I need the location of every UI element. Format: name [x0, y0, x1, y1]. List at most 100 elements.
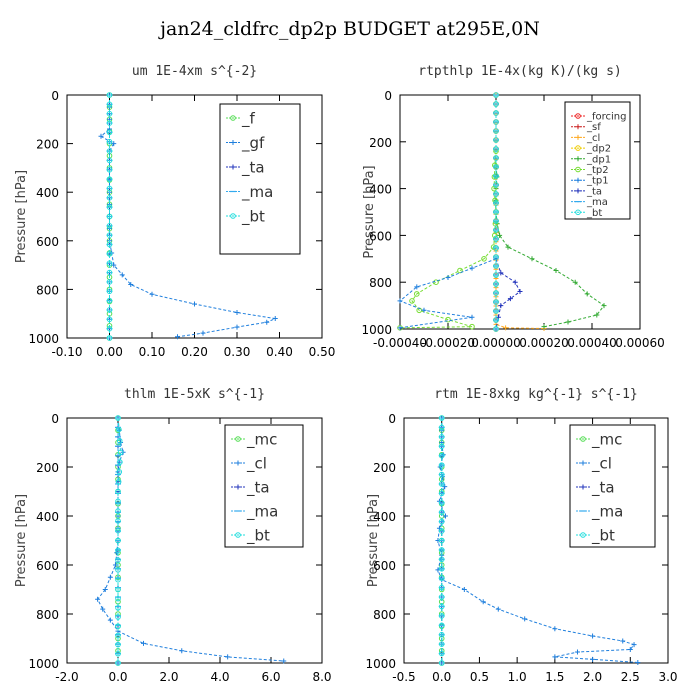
- data-point: [507, 296, 513, 302]
- data-point: [106, 223, 113, 229]
- y-tick-label: 1000: [28, 657, 59, 671]
- data-point: [481, 256, 487, 262]
- data-point: [230, 164, 236, 170]
- series-cl: [493, 92, 547, 332]
- legend-item: _ta: [226, 158, 265, 177]
- data-point: [503, 325, 509, 331]
- data-point: [505, 244, 511, 250]
- data-point: [580, 460, 586, 466]
- x-tick-label: -2.0: [55, 670, 78, 684]
- data-point: [106, 148, 113, 154]
- data-point: [112, 562, 118, 568]
- series-bt: [493, 92, 499, 332]
- x-tick-label: 2.0: [583, 670, 602, 684]
- y-tick-label: 1000: [365, 657, 396, 671]
- legend-item: _mc: [231, 430, 277, 449]
- legend-item: _bt: [226, 207, 265, 226]
- data-point: [493, 92, 499, 98]
- data-point: [493, 164, 499, 170]
- data-point: [117, 459, 123, 465]
- x-tick-label: 8.0: [312, 670, 331, 684]
- y-tick-label: 1000: [28, 332, 59, 346]
- x-tick-label: 0.20: [181, 345, 208, 359]
- series-bt: [438, 415, 445, 666]
- legend-item: _tp2: [571, 165, 609, 176]
- data-point: [575, 188, 581, 194]
- data-point: [575, 124, 581, 130]
- data-point: [438, 603, 445, 610]
- x-tick-label: 4.0: [210, 670, 229, 684]
- x-tick-label: -0.5: [392, 670, 415, 684]
- legend-label: _bt: [586, 208, 602, 219]
- x-tick-label: 1.5: [545, 670, 564, 684]
- data-point: [98, 133, 104, 139]
- data-point: [594, 312, 600, 318]
- data-point: [115, 518, 121, 524]
- legend: _mc _cl _ta _ma _bt: [224, 424, 304, 548]
- data-point: [498, 270, 504, 276]
- x-tick-label: 0.0: [108, 670, 127, 684]
- data-point: [442, 513, 448, 519]
- data-point: [552, 626, 558, 632]
- data-point: [106, 307, 113, 313]
- data-point: [234, 324, 240, 330]
- legend-label: _mc: [246, 430, 277, 449]
- data-point: [107, 617, 113, 623]
- y-axis-label: Pressure [hPa]: [14, 170, 29, 263]
- data-point: [235, 436, 241, 442]
- data-point: [575, 166, 581, 173]
- legend-label: _cl: [586, 133, 600, 144]
- legend-label: _ta: [591, 478, 615, 497]
- legend-item: _ma: [231, 502, 278, 521]
- data-point: [438, 537, 445, 544]
- data-point: [438, 424, 445, 431]
- legend-item: _cl: [571, 133, 600, 144]
- data-point: [493, 191, 499, 197]
- legend-item: _ta: [571, 186, 602, 197]
- legend-item: _bt: [576, 526, 615, 545]
- data-point: [575, 145, 581, 151]
- data-point: [106, 195, 113, 201]
- legend-item: _dp2: [571, 144, 611, 155]
- data-point: [115, 586, 121, 593]
- y-tick-label: 800: [36, 608, 59, 622]
- series-line: [495, 258, 521, 330]
- data-point: [575, 156, 581, 162]
- x-tick-label: 0.00: [96, 345, 123, 359]
- legend: _f _gf _ta _ma _bt: [219, 103, 301, 255]
- data-point: [106, 176, 113, 182]
- legend-item: _tp1: [571, 176, 609, 187]
- data-point: [115, 623, 121, 630]
- data-point: [116, 469, 123, 475]
- data-point: [106, 251, 113, 257]
- y-tick-label: 800: [369, 276, 392, 290]
- data-point: [397, 298, 403, 304]
- data-point: [631, 642, 637, 648]
- data-point: [493, 155, 499, 161]
- legend-label: _dp2: [586, 144, 611, 155]
- legend-box: [569, 424, 656, 548]
- x-tick-label: 6.0: [261, 670, 280, 684]
- data-point: [497, 232, 503, 238]
- data-point: [493, 281, 499, 287]
- data-point: [115, 605, 121, 611]
- data-point: [111, 262, 117, 268]
- data-point: [438, 415, 445, 421]
- data-point: [438, 509, 445, 516]
- legend-item: _forcing: [571, 112, 627, 123]
- data-point: [115, 632, 121, 639]
- data-point: [493, 254, 499, 260]
- y-tick-label: 600: [36, 559, 59, 573]
- data-point: [627, 647, 633, 653]
- data-point: [115, 651, 121, 657]
- data-point: [529, 256, 535, 262]
- y-axis-label: Pressure [hPa]: [362, 165, 377, 258]
- y-tick-label: 200: [369, 136, 392, 150]
- data-point: [438, 622, 445, 629]
- data-point: [575, 134, 581, 140]
- data-point: [493, 119, 499, 125]
- legend-label: _ta: [241, 158, 265, 177]
- x-tick-label: 0.0: [432, 670, 451, 684]
- data-point: [141, 640, 146, 646]
- x-tick-label: 0.00040: [567, 336, 617, 350]
